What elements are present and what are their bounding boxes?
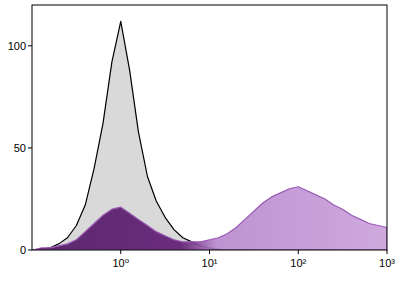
y-tick-label: 100 (8, 40, 26, 52)
x-tick (387, 250, 388, 254)
x-tick (120, 250, 121, 254)
histogram-area (32, 21, 387, 250)
y-tick-label: 0 (20, 244, 26, 256)
chart: 0 50 100 10⁰ 10¹ 10² 10³ (0, 0, 400, 291)
x-tick-label: 10¹ (202, 257, 218, 269)
plot-frame (32, 5, 387, 250)
x-tick-label: 10² (290, 257, 306, 269)
y-tick (28, 250, 32, 251)
x-tick-label: 10³ (379, 257, 395, 269)
histogram-area (32, 187, 387, 250)
plot-area (32, 21, 387, 250)
x-tick (209, 250, 210, 254)
x-tick (298, 250, 299, 254)
y-tick (28, 45, 32, 46)
x-tick-label: 10⁰ (112, 257, 129, 269)
y-tick (28, 147, 32, 148)
y-tick-label: 50 (14, 142, 26, 154)
